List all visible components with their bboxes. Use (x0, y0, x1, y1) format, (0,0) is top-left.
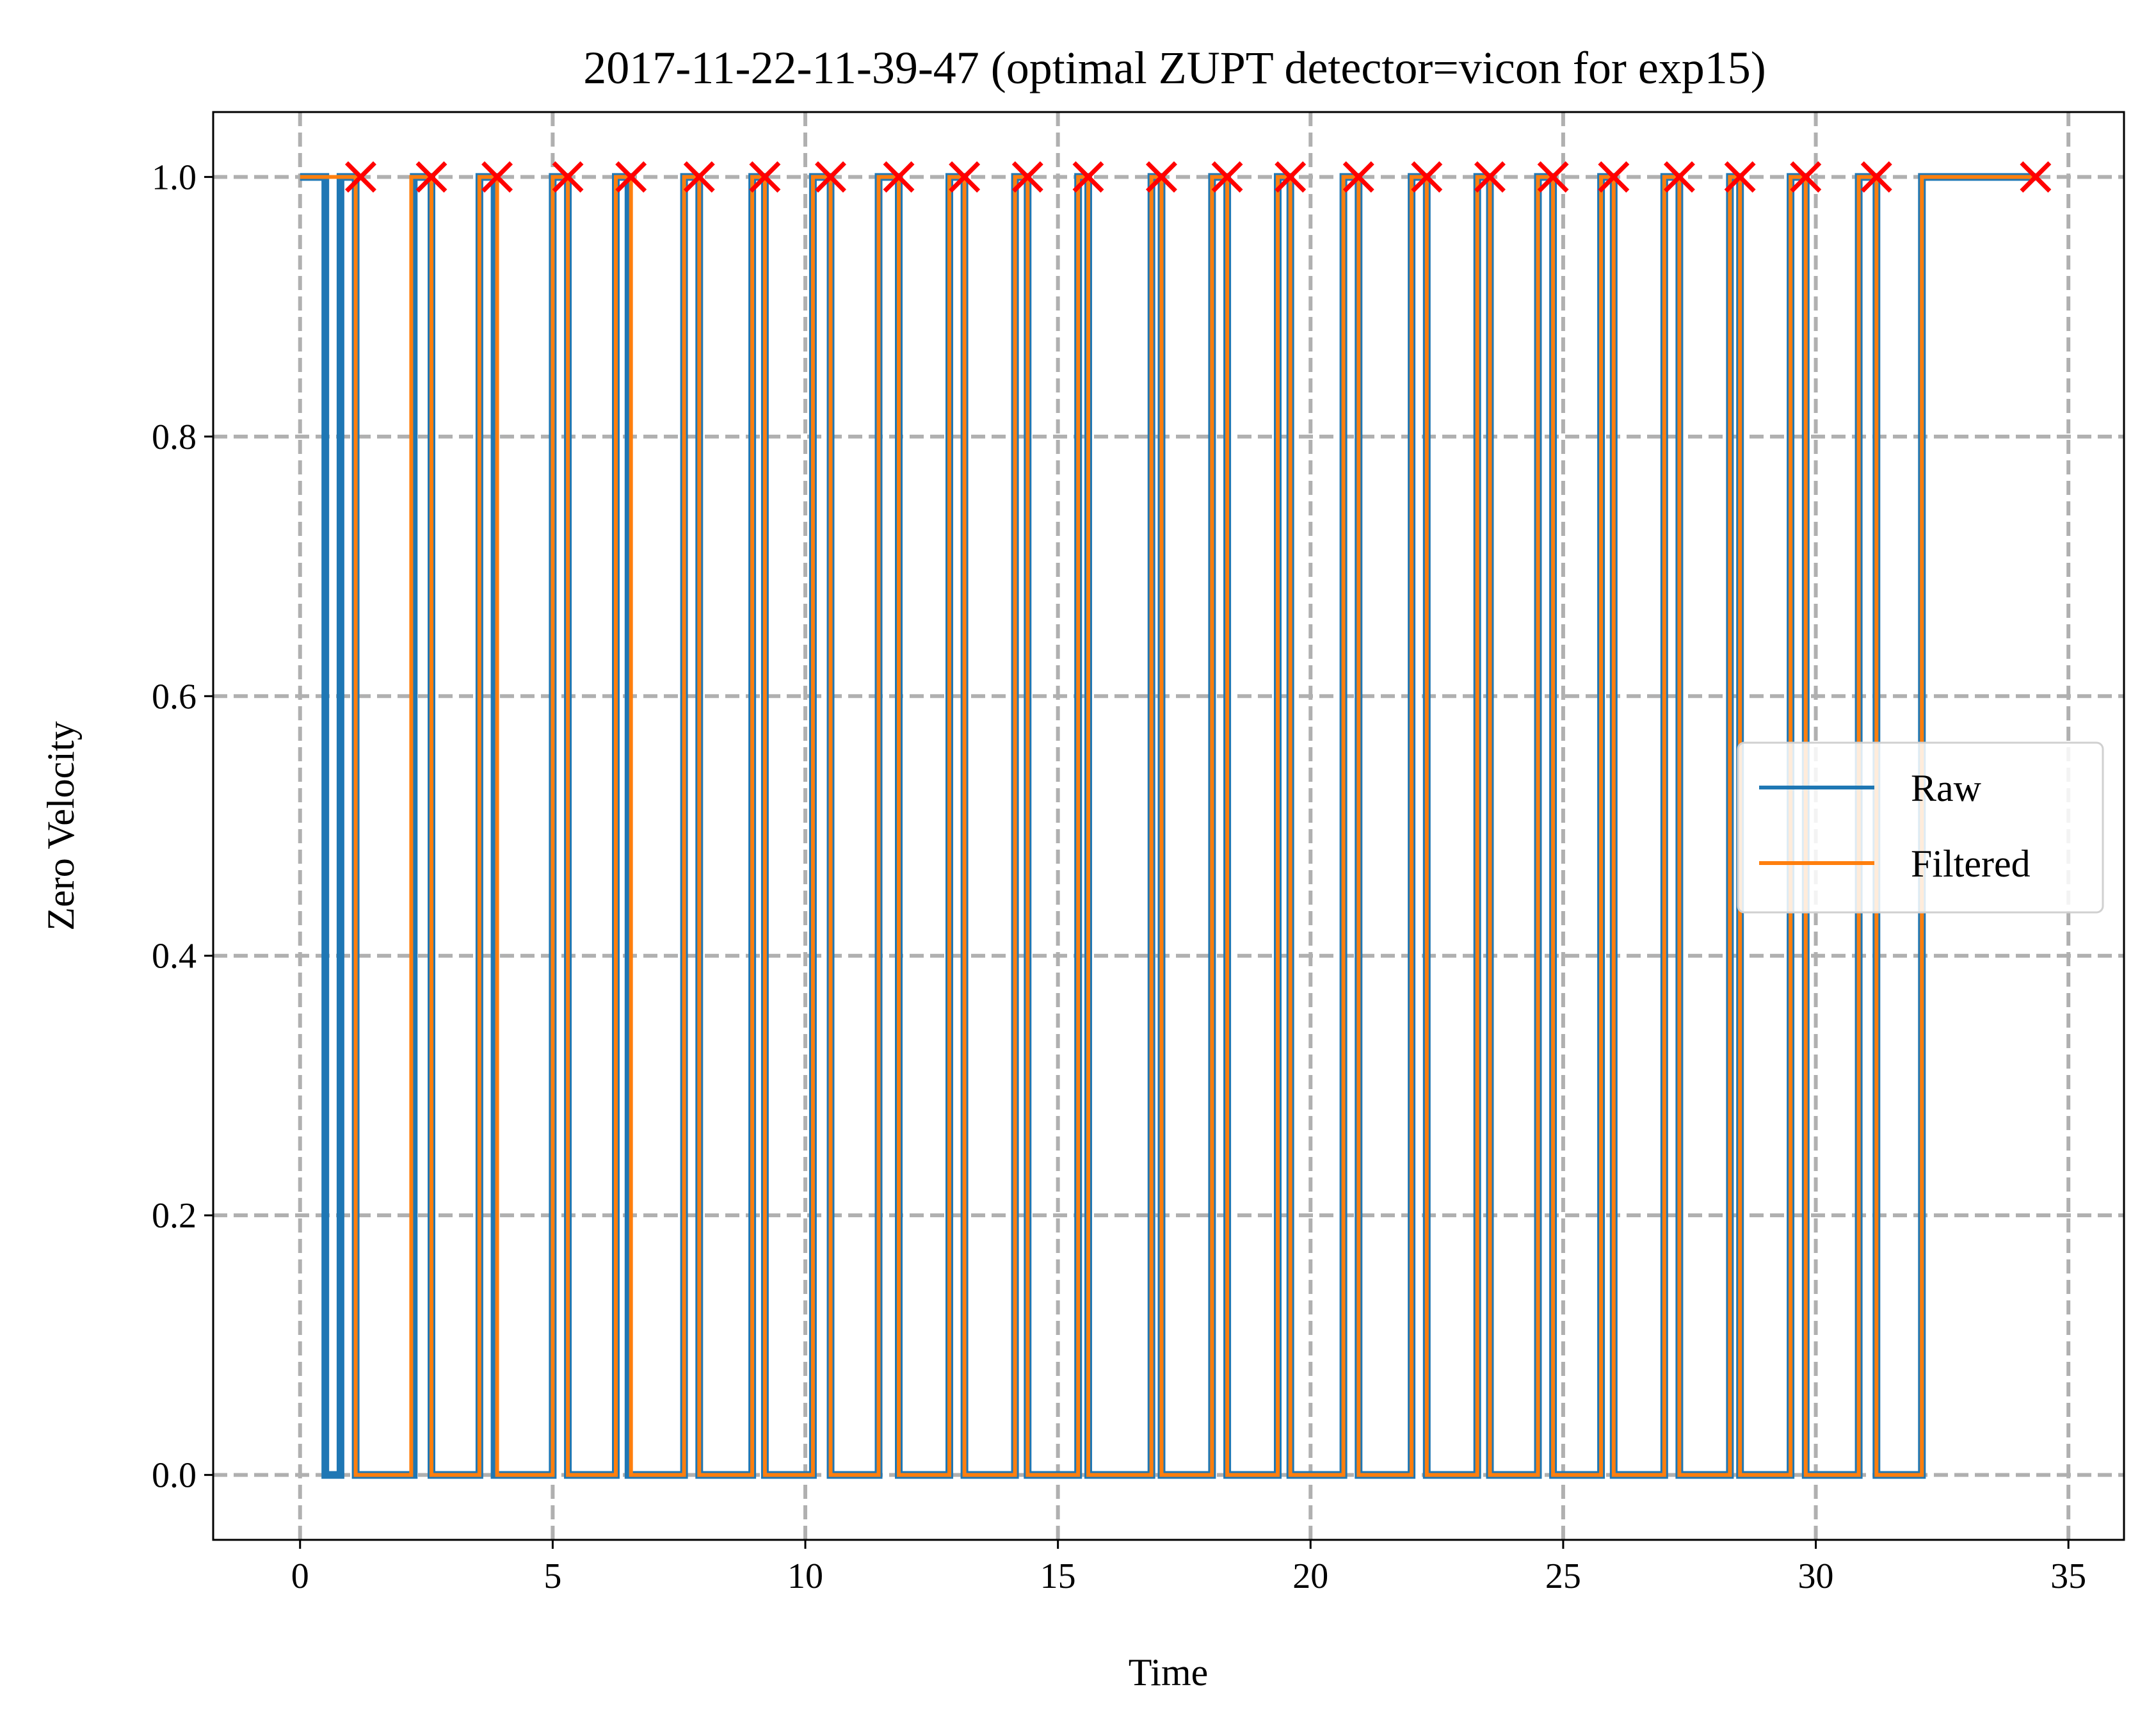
x-marker (1724, 161, 1756, 193)
legend-box (1737, 741, 2104, 914)
x-marker (481, 161, 513, 193)
x-tick-label: 30 (1798, 1556, 1834, 1596)
marker-layer (344, 161, 2052, 193)
chart-title: 2017-11-22-11-39-47 (optimal ZUPT detect… (583, 42, 1766, 93)
x-axis-label: Time (1129, 1651, 1209, 1694)
x-marker (2020, 161, 2052, 193)
x-tick-label: 25 (1545, 1556, 1581, 1596)
x-tick-label: 15 (1040, 1556, 1076, 1596)
x-marker (1072, 161, 1104, 193)
x-marker (552, 161, 584, 193)
x-tick-label: 5 (543, 1556, 561, 1596)
x-marker (415, 161, 447, 193)
x-marker (1211, 161, 1243, 193)
x-tick-label: 0 (291, 1556, 309, 1596)
legend-label-raw: Raw (1911, 767, 1982, 809)
y-tick-label: 0.4 (152, 937, 197, 976)
grid-lines (213, 112, 2124, 1540)
x-tick-label: 35 (2050, 1556, 2086, 1596)
x-tick-label: 20 (1292, 1556, 1328, 1596)
x-marker (615, 161, 647, 193)
legend-label-filtered: Filtered (1911, 843, 2031, 885)
x-tick-label: 10 (787, 1556, 823, 1596)
x-marker (883, 161, 915, 193)
x-marker (683, 161, 715, 193)
x-marker (949, 161, 981, 193)
y-tick-label: 0.0 (152, 1456, 197, 1496)
x-marker (749, 161, 781, 193)
x-marker (344, 161, 376, 193)
y-tick-label: 1.0 (152, 158, 197, 197)
x-marker (1598, 161, 1630, 193)
y-axis-label: Zero Velocity (40, 721, 82, 930)
x-marker (1663, 161, 1695, 193)
x-marker (1011, 161, 1043, 193)
y-axis-ticks: 0.0 0.2 0.4 0.6 0.8 1.0 (152, 158, 213, 1496)
x-marker (1860, 161, 1892, 193)
x-marker (1411, 161, 1443, 193)
x-marker (815, 161, 846, 193)
plot-frame (212, 111, 2125, 1541)
x-marker (1790, 161, 1822, 193)
x-marker (1537, 161, 1569, 193)
y-tick-label: 0.6 (152, 677, 197, 716)
x-marker (1474, 161, 1506, 193)
x-marker (1275, 161, 1307, 193)
x-marker (1145, 161, 1177, 193)
legend: Raw Filtered (1737, 741, 2104, 914)
x-axis-ticks: 0 5 10 15 20 25 30 35 (291, 1540, 2086, 1596)
y-tick-label: 0.8 (152, 417, 197, 457)
x-marker (1342, 161, 1374, 193)
y-tick-label: 0.2 (152, 1196, 197, 1236)
